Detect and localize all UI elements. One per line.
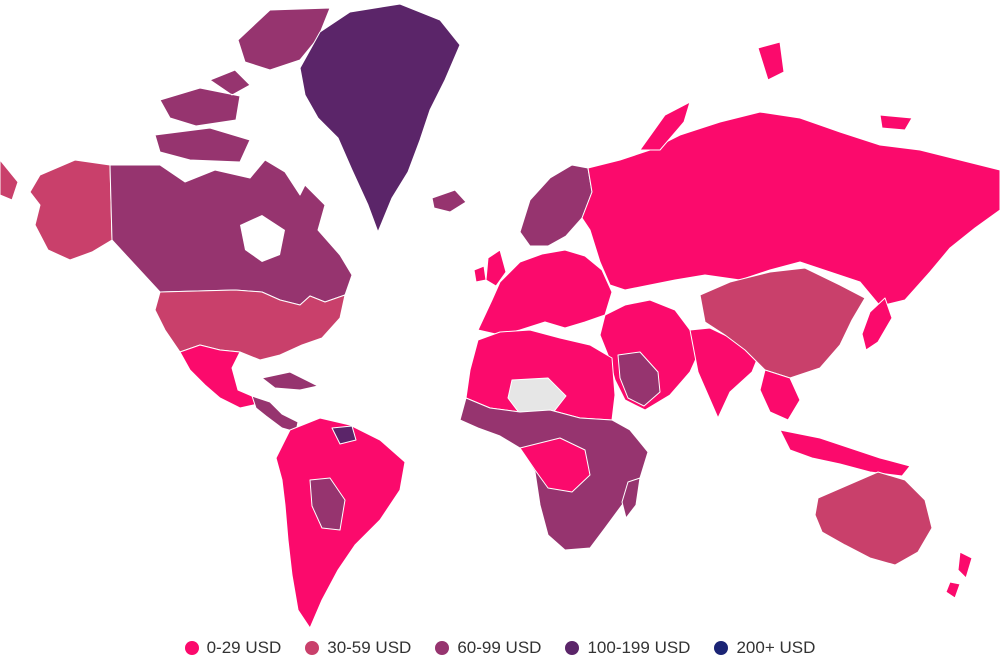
legend-item-30-59[interactable]: 30-59 USD [305,638,411,658]
region-europe[interactable] [477,249,613,336]
region-new-zealand[interactable] [945,551,973,599]
region-bolivia-paraguay[interactable] [309,477,346,531]
region-arctic-islands[interactable] [154,7,331,163]
legend-swatch-60-99 [435,641,450,655]
legend-item-100-199[interactable]: 100-199 USD [565,638,690,658]
legend-label-100-199: 100-199 USD [587,638,691,657]
world-map [0,3,1000,629]
legend-item-200-plus[interactable]: 200+ USD [714,638,815,658]
region-australia[interactable] [814,471,933,566]
legend-item-0-29[interactable]: 0-29 USD [184,638,282,658]
legend-label-60-99: 60-99 USD [457,638,542,657]
region-scandinavia[interactable] [519,164,593,247]
region-canada[interactable] [109,159,353,306]
region-china[interactable] [699,267,866,379]
region-usa[interactable] [154,289,346,361]
region-alaska[interactable] [0,159,113,261]
legend-swatch-100-199 [565,641,580,655]
region-guianas[interactable] [331,425,357,445]
legend-swatch-30-59 [305,641,320,655]
region-greenland[interactable] [299,3,461,233]
region-russia[interactable] [581,111,1000,307]
legend-label-200-plus: 200+ USD [736,638,816,657]
region-hudson-bay [240,215,285,262]
region-uk-ireland[interactable] [473,249,507,287]
region-southeast-asia[interactable] [759,369,911,477]
legend: 0-29 USD 30-59 USD 60-99 USD 100-199 USD… [0,632,1000,664]
region-arctic-russia-islands[interactable] [639,41,913,151]
region-central-africa[interactable] [519,437,591,493]
legend-swatch-0-29 [184,641,199,655]
region-madagascar[interactable] [621,477,641,519]
legend-item-60-99[interactable]: 60-99 USD [435,638,541,658]
region-saudi-arabia[interactable] [617,351,661,407]
region-japan[interactable] [861,297,893,351]
legend-label-0-29: 0-29 USD [206,638,282,657]
legend-label-30-59: 30-59 USD [327,638,412,657]
region-iceland[interactable] [431,189,467,213]
region-india[interactable] [689,327,761,419]
legend-swatch-200-plus [714,641,729,655]
